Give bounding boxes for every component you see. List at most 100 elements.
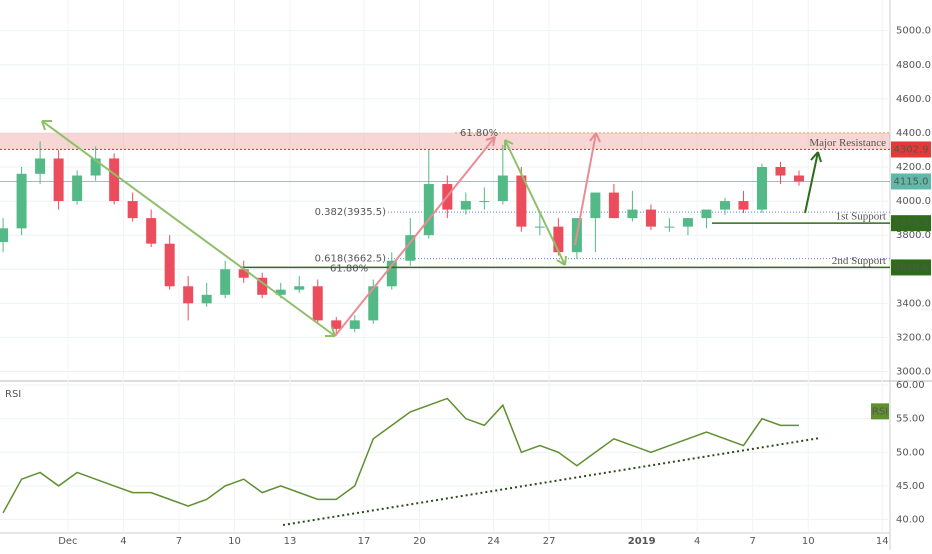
x-tick-label: 13 [284, 536, 297, 547]
candle-body [257, 277, 268, 295]
level-name: Major Resistance [809, 137, 886, 149]
candle-body [738, 201, 749, 210]
drawings [41, 120, 822, 526]
candle-body [775, 166, 786, 176]
candle-body [331, 320, 342, 329]
price-tag-label: 4302.9 [894, 144, 929, 155]
rsi-trendline [282, 437, 821, 526]
candle-body [590, 192, 601, 219]
candle-body [35, 158, 46, 174]
arrow-head [485, 136, 496, 147]
candle-body [756, 166, 767, 210]
arrow-head [589, 132, 601, 143]
candle-body [146, 218, 157, 244]
candle-body [682, 218, 693, 227]
candle-body [701, 209, 712, 219]
projection-arrow [574, 132, 597, 246]
arrow-head [810, 151, 822, 163]
pane-title: RSI [5, 389, 21, 400]
y-tick-label: 55.00 [896, 414, 925, 425]
candle-body [238, 269, 249, 278]
candle-body [534, 226, 545, 228]
y-tick-label: 4200.0 [896, 162, 931, 173]
candle-body [294, 286, 305, 290]
candle-body [0, 228, 9, 242]
y-tick-label: 4000.0 [896, 196, 931, 207]
x-tick-label: 4 [694, 536, 700, 547]
y-tick-label: 3200.0 [896, 332, 931, 343]
rsi-line [2, 397, 799, 514]
candle-body [201, 294, 212, 304]
price-tag [891, 141, 931, 158]
price-tag-label: 3870.3 [894, 218, 929, 229]
y-tick-label: 50.00 [896, 447, 925, 458]
candle-body [608, 192, 619, 219]
rsi-tag [871, 403, 889, 420]
x-tick-label: Dec [58, 536, 77, 547]
x-tick-label: 27 [543, 536, 556, 547]
x-tick-label: 10 [802, 536, 815, 547]
y-tick-label: 3000.0 [896, 366, 931, 377]
projection-arrow [804, 151, 819, 214]
candle-body [386, 260, 397, 287]
candle-body [423, 184, 434, 236]
fib-label: 0.382(3935.5) [315, 207, 387, 218]
x-tick-label: 2019 [628, 536, 656, 547]
y-tick-label: 45.00 [896, 481, 925, 492]
candle-body [664, 226, 675, 228]
price-tag [891, 215, 931, 232]
candle-body [72, 175, 83, 202]
trend-arrow [334, 136, 496, 337]
level-name: 1st Support [836, 211, 886, 223]
y-tick-label: 4400.0 [896, 128, 931, 139]
candle-body [109, 158, 120, 202]
x-tick-label: 7 [750, 536, 756, 547]
resistance-zone [0, 132, 890, 150]
level-name: 2nd Support [832, 255, 886, 267]
candle-body [16, 173, 27, 229]
x-tick-label: 4 [120, 536, 126, 547]
price-tag-label: 3610.6 [894, 262, 929, 273]
candle-body [53, 158, 64, 202]
price-tag [891, 173, 931, 190]
candle-body [275, 289, 286, 295]
x-tick-label: 17 [358, 536, 371, 547]
candle-body [368, 286, 379, 321]
candle-body [90, 158, 101, 176]
candle-body [349, 320, 360, 329]
candle-body [553, 226, 564, 253]
price-tag-label: 4115.0 [894, 176, 929, 187]
candle-body [460, 201, 471, 210]
trend-arrow [41, 120, 336, 337]
price-tag [891, 259, 931, 276]
arrow-head [41, 120, 336, 337]
y-tick-label: 40.00 [896, 515, 925, 526]
arrow-head [504, 139, 567, 266]
y-tick-label: 4600.0 [896, 94, 931, 105]
y-tick-label: 60.00 [896, 380, 925, 391]
trend-arrow [504, 139, 566, 266]
y-tick-label: 4800.0 [896, 60, 931, 71]
candle-body [183, 286, 194, 304]
candle-body [627, 209, 638, 219]
y-tick-label: 5000.0 [896, 26, 931, 37]
candle-body [719, 201, 730, 210]
x-tick-label: 7 [176, 536, 182, 547]
x-tick-label: 14 [876, 536, 889, 547]
candle-body [312, 286, 323, 321]
y-tick-label: 3400.0 [896, 298, 931, 309]
x-tick-label: 20 [413, 536, 426, 547]
candle-body [220, 269, 231, 295]
candle-body [645, 209, 656, 227]
x-tick-label: 10 [228, 536, 241, 547]
candle-body [405, 235, 416, 261]
fib-percent: 61.80% [460, 128, 498, 139]
x-tick-label: 24 [487, 536, 500, 547]
rsi-tag-label: RSI [872, 406, 888, 417]
candle-body [127, 201, 138, 219]
candle-body [793, 175, 804, 182]
y-tick-label: 3800.0 [896, 230, 931, 241]
